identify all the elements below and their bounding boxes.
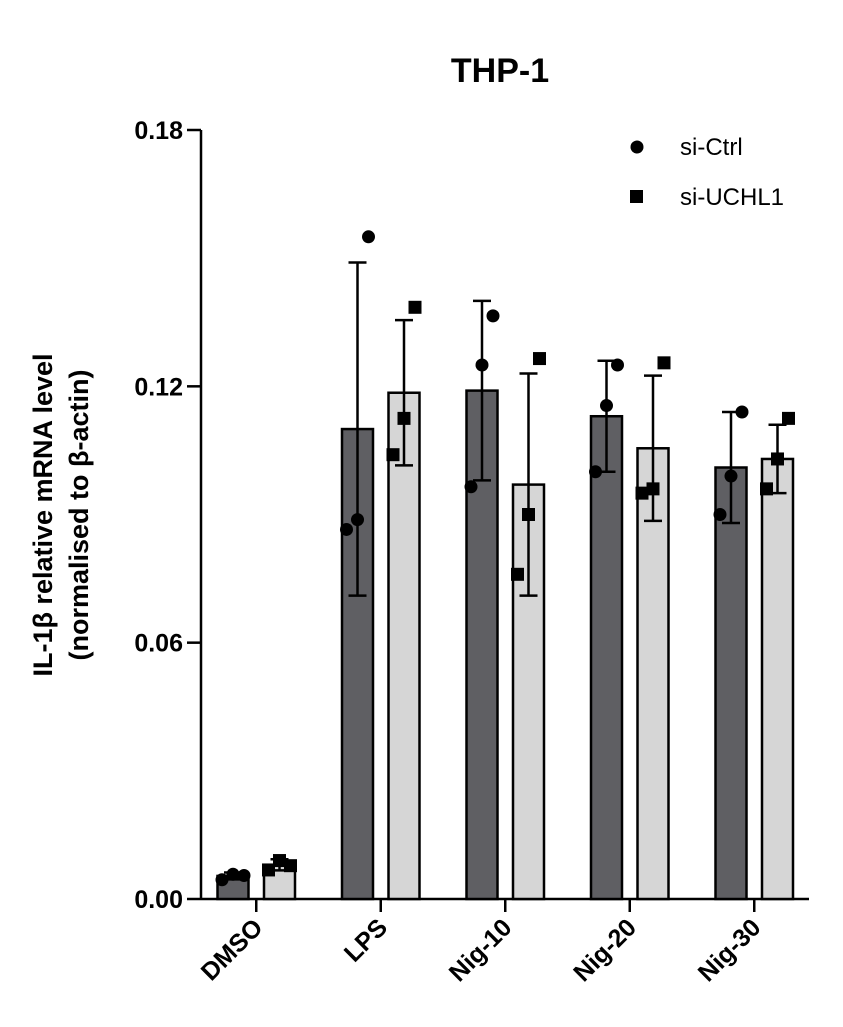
data-point-si-uchl1 [782,411,795,425]
bar-si-ctrl-nig-30 [714,466,748,901]
x-tick-label: LPS [339,913,393,967]
data-point-si-ctrl [713,508,727,521]
data-point-si-uchl1 [635,486,649,500]
data-point-si-ctrl [486,309,500,323]
legend-label-si-uchl1: si-UCHL1 [680,184,784,211]
bar-si-ctrl-nig-20 [589,414,624,901]
bar-si-uchl1-lps [387,391,421,901]
data-point-si-ctrl [735,405,749,419]
data-point-si-uchl1 [760,482,773,496]
y-tick-label: 0.06 [134,630,183,658]
y-tick-label: 0.18 [134,117,183,145]
y-axis-title-line1: IL-1β relative mRNA level [28,353,58,676]
data-point-si-uchl1 [408,300,422,314]
x-tick-label: Nig-10 [444,913,518,987]
data-point-si-uchl1 [386,448,400,462]
data-point-si-uchl1 [522,508,535,521]
data-point-si-ctrl [475,358,489,372]
y-axis-title-line2: (normalised to β-actin) [64,369,94,660]
data-point-si-uchl1 [646,482,660,496]
data-point-si-uchl1 [657,356,671,370]
data-point-si-ctrl [237,869,251,883]
y-tick-label: 0.00 [134,886,183,914]
legend-marker-si-uchl1 [630,190,643,203]
bar-si-ctrl-lps [340,427,375,901]
data-point-si-ctrl [589,465,602,479]
data-point-si-ctrl [611,358,624,372]
data-point-si-ctrl [464,480,478,494]
data-point-si-ctrl [362,230,375,244]
legend-marker-si-ctrl [630,140,644,154]
y-tick-label: 0.12 [134,373,183,401]
legend: si-Ctrl si-UCHL1 [630,134,784,211]
plot-area: 0.00 0.06 0.12 0.18 DMSO LPS Nig-10 Nig-20 Nig-3… [134,117,809,987]
data-point-si-uchl1 [397,411,411,425]
data-point-si-ctrl [340,522,353,536]
x-tick-label: DMSO [196,913,269,986]
data-point-si-uchl1 [273,854,286,868]
chart-title: THP-1 [451,52,549,90]
legend-label-si-ctrl: si-Ctrl [680,134,743,161]
data-point-si-ctrl [600,399,613,413]
data-point-si-uchl1 [262,863,275,877]
data-point-si-ctrl [724,469,738,483]
data-point-si-uchl1 [771,452,784,466]
bar-si-uchl1-nig-30 [760,457,795,901]
data-point-si-ctrl [226,867,240,881]
x-tick-label: Nig-30 [693,913,767,987]
data-point-si-uchl1 [284,859,297,873]
data-point-si-ctrl [215,873,229,887]
x-tick-label: Nig-20 [568,913,642,987]
data-point-si-uchl1 [511,567,524,581]
data-point-si-ctrl [351,513,364,527]
data-point-si-uchl1 [533,352,546,366]
bar-si-uchl1-nig-20 [636,447,670,901]
